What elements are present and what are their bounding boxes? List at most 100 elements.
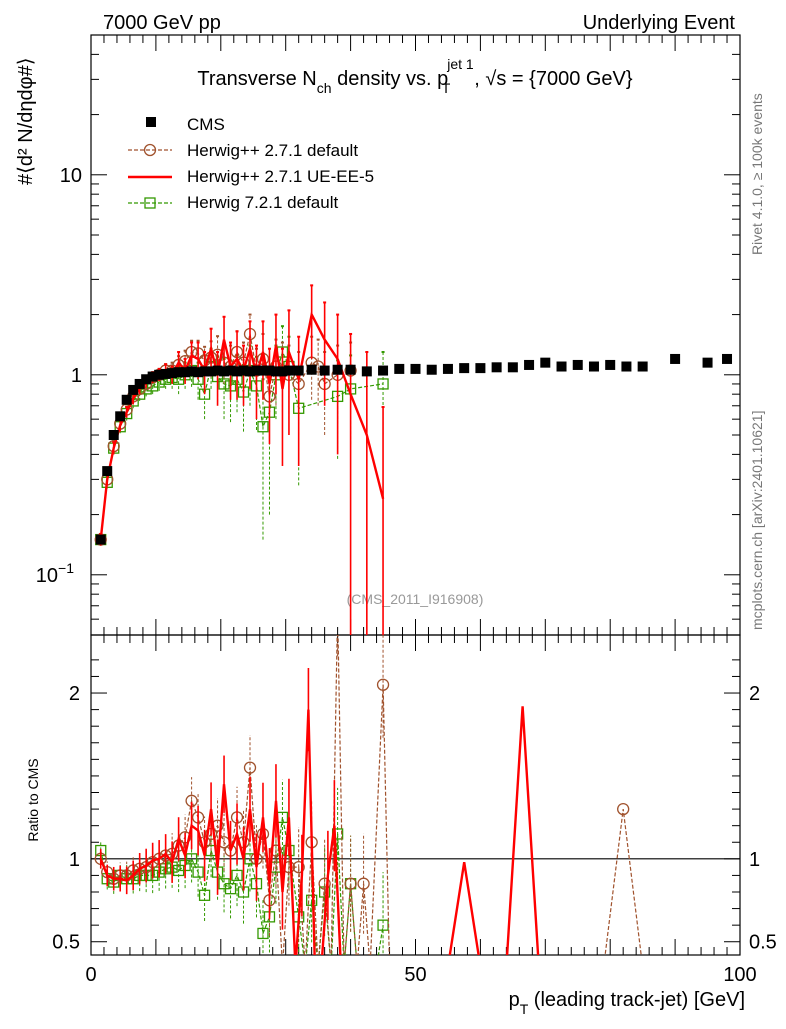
point-cms [319,365,330,376]
point-cms [212,365,223,376]
point-cms [722,353,733,364]
x-tick-label: 100 [723,964,756,986]
point-cms [219,366,230,377]
legend-marker-herwig721 [144,197,156,209]
point-cms [108,430,119,440]
legend-label-herwig721: Herwig 7.2.1 default [187,193,338,212]
y-tick-label: 1 [71,365,82,387]
point-cms [702,357,713,368]
legend-label-herwig271-ueee5: Herwig++ 2.7.1 UE-EE-5 [187,167,374,186]
ratio-point-herwig271-default [332,605,343,616]
point-cms [238,365,249,376]
point-cms [206,366,217,377]
ratio-y-tick-label: 1 [69,849,80,871]
legend-marker-cms [146,117,156,127]
main-series-layer [94,284,733,635]
ratio-line-herwig271-ueee5 [99,706,540,955]
ratio-point-herwig721 [306,894,318,906]
process-label: Underlying Event [583,12,736,34]
ratio-point-herwig721 [231,869,243,882]
point-cms [491,362,502,373]
ratio-point-herwig271-default [376,678,390,691]
ratio-point-herwig271-default [269,844,283,857]
x-axis-label: pT (leading track-jet) [GeV] [509,989,745,1017]
point-cms [442,363,453,374]
beam-label: 7000 GeV pp [103,12,221,34]
ratio-y-tick-label-right: 0.5 [749,932,777,954]
ratio-axis-ticks: 0.5 0.5 1 1 2 2 0 50 100 [52,635,777,986]
ratio-point-herwig271-default [357,877,370,890]
point-cms [459,363,470,374]
legend-label-cms: CMS [187,115,225,134]
ratio-y-tick-label: 2 [69,683,80,705]
ratio-point-herwig721 [198,889,211,901]
ratio-y-tick-label-right: 1 [749,849,760,871]
ratio-point-herwig721 [192,866,204,878]
ratio-panel-frame [90,634,741,956]
point-cms [270,366,281,377]
point-cms [193,367,204,378]
point-cms [154,369,165,380]
series-line-herwig721 [100,350,384,540]
point-cms [245,366,256,377]
ratio-y-tick-label-right: 2 [749,683,760,705]
y-tick-label: 10−1 [36,560,74,587]
point-cms [264,365,275,376]
point-cms [225,365,236,376]
point-cms [251,365,262,376]
point-cms [378,365,389,376]
point-cms [199,366,210,377]
point-cms [345,364,356,375]
point-cms [426,364,437,375]
point-cms [572,359,583,370]
point-cms [257,365,268,376]
ratio-series-layer [94,605,642,955]
point-cms [588,361,599,372]
point-cms [475,363,486,374]
point-cms [173,367,184,378]
ratio-y-axis-label: Ratio to CMS [25,758,41,841]
ratio-point-herwig271-default [292,860,305,874]
point-cms [102,466,113,477]
point-cms [232,366,243,377]
point-cms [670,353,681,364]
point-cms [293,365,304,376]
ratio-point-herwig721 [257,927,269,940]
analysis-label: (CMS_2011_I916908) [347,591,484,607]
point-cms [167,368,178,379]
point-cms [134,378,145,389]
point-cms [147,371,158,382]
ratio-y-tick-label: 0.5 [52,932,80,954]
ratio-point-herwig271-default [243,761,257,774]
point-cms [160,368,171,379]
point-cms [507,362,518,373]
ratio-point-herwig271-default [344,877,357,890]
series-cms [95,353,733,545]
ratio-point-herwig271-default [617,802,630,816]
point-cms [180,367,191,378]
point-cms [410,363,421,374]
y-tick-label: 10 [60,165,82,187]
point-herwig721 [257,421,269,433]
point-cms [556,361,567,372]
ratio-point-herwig721 [185,853,198,865]
point-cms [637,361,648,372]
x-tick-label: 0 [85,964,96,986]
point-cms [605,359,616,370]
point-cms [283,365,294,376]
point-cms [277,366,288,377]
mcplots-label: mcplots.cern.ch [arXiv:2401.10621] [749,411,765,630]
rivet-version-label: Rivet 4.1.0, ≥ 100k events [749,93,765,255]
point-cms [95,534,106,545]
point-cms [394,363,405,374]
point-cms [524,359,535,370]
x-tick-label: 50 [404,964,426,986]
ratio-point-herwig721 [224,883,237,895]
main-axis-ticks: 10−1 1 10 [36,34,741,636]
ratio-series-herwig271-ueee5 [99,667,540,955]
ratio-point-herwig271-default [318,877,331,890]
point-cms [540,357,551,368]
ratio-line-herwig271-default [100,635,642,955]
